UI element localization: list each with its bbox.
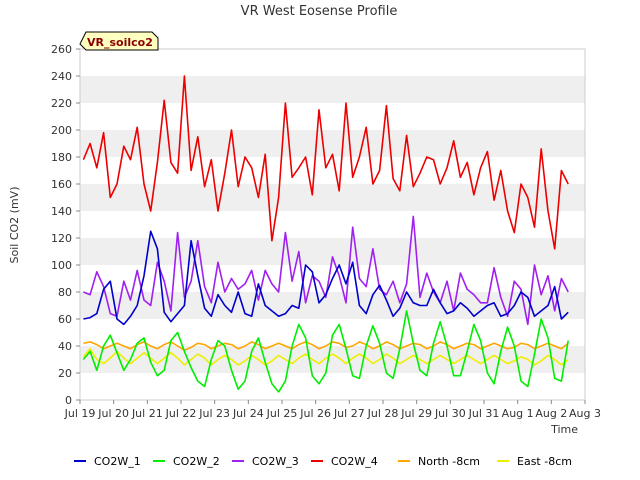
x-tick-label: Jul 21 <box>131 407 163 420</box>
x-tick-label: Jul 25 <box>266 407 298 420</box>
y-tick-label: 100 <box>51 259 72 272</box>
series-line-co2w-2 <box>82 310 569 393</box>
x-tick-label: Jul 23 <box>198 407 230 420</box>
y-tick-label: 200 <box>51 124 72 137</box>
series-line-co2w-1 <box>83 230 569 326</box>
series-line-east-8cm <box>82 347 569 366</box>
x-tick-label: Jul 22 <box>165 407 197 420</box>
legend-item: CO2W_2 <box>153 455 220 468</box>
x-tick-label: Jul 20 <box>97 407 129 420</box>
y-tick-label: 160 <box>51 178 72 191</box>
legend: CO2W_1 CO2W_2 CO2W_3 CO2W_4 North -8cm East -… <box>74 455 572 468</box>
y-tick-label: 140 <box>51 205 72 218</box>
y-tick-label: 60 <box>58 313 72 326</box>
grid-band <box>80 103 585 130</box>
grid-band <box>80 49 585 76</box>
series-line-north-8cm <box>83 341 569 351</box>
grid-band <box>80 373 585 400</box>
plot-frame <box>79 48 586 401</box>
grid-band <box>80 211 585 238</box>
y-axis-title: Soil CO2 (mV) <box>8 187 21 264</box>
x-tick-label: Aug 1 <box>502 407 534 420</box>
y-tick-label: 40 <box>58 340 72 353</box>
legend-label: CO2W_2 <box>173 455 220 468</box>
site-label-box <box>79 31 159 51</box>
y-tick-label: 220 <box>51 97 72 110</box>
y-axis: 0 20 40 60 80 100 120 140 160 180 200 220 240 260 <box>51 43 80 407</box>
y-tick-label: 80 <box>58 286 72 299</box>
legend-item: East -8cm <box>497 455 572 468</box>
legend-label: CO2W_3 <box>252 455 299 468</box>
grid-band <box>80 76 585 103</box>
y-tick-label: 0 <box>65 394 72 407</box>
grid-band <box>80 184 585 211</box>
x-tick-label: Jul 26 <box>299 407 331 420</box>
x-tick-label: Jul 28 <box>367 407 399 420</box>
grid-band <box>80 346 585 373</box>
x-tick-label: Jul 27 <box>333 407 365 420</box>
y-tick-label: 20 <box>58 367 72 380</box>
series-line-co2w-3 <box>83 215 569 326</box>
x-axis-title: Time <box>550 423 578 436</box>
legend-item: CO2W_1 <box>74 455 141 468</box>
legend-label: CO2W_4 <box>331 455 378 468</box>
x-tick-label: Jul 30 <box>434 407 466 420</box>
legend-item: CO2W_3 <box>232 455 299 468</box>
y-tick-label: 240 <box>51 70 72 83</box>
y-tick-label: 260 <box>51 43 72 56</box>
x-axis: Jul 19 Jul 20 Jul 21 Jul 22 Jul 23 Jul 24 Jul … <box>64 400 601 420</box>
legend-label: East -8cm <box>517 455 572 468</box>
y-tick-label: 180 <box>51 151 72 164</box>
site-label-badge: VR_soilco2 <box>79 31 159 51</box>
legend-item: North -8cm <box>398 455 480 468</box>
x-tick-label: Jul 19 <box>64 407 96 420</box>
site-label-text: VR_soilco2 <box>87 36 153 49</box>
legend-item: CO2W_4 <box>311 455 378 468</box>
x-tick-label: Aug 3 <box>569 407 601 420</box>
y-tick-label: 120 <box>51 232 72 245</box>
series-layer <box>82 75 569 393</box>
grid-band <box>80 130 585 157</box>
x-tick-label: Jul 31 <box>468 407 500 420</box>
x-tick-label: Jul 29 <box>400 407 432 420</box>
legend-label: North -8cm <box>418 455 480 468</box>
series-line-co2w-4 <box>82 75 569 250</box>
chart-title: VR West Eosense Profile <box>241 4 398 19</box>
x-tick-label: Aug 2 <box>535 407 567 420</box>
legend-label: CO2W_1 <box>94 455 141 468</box>
x-tick-label: Jul 24 <box>232 407 264 420</box>
